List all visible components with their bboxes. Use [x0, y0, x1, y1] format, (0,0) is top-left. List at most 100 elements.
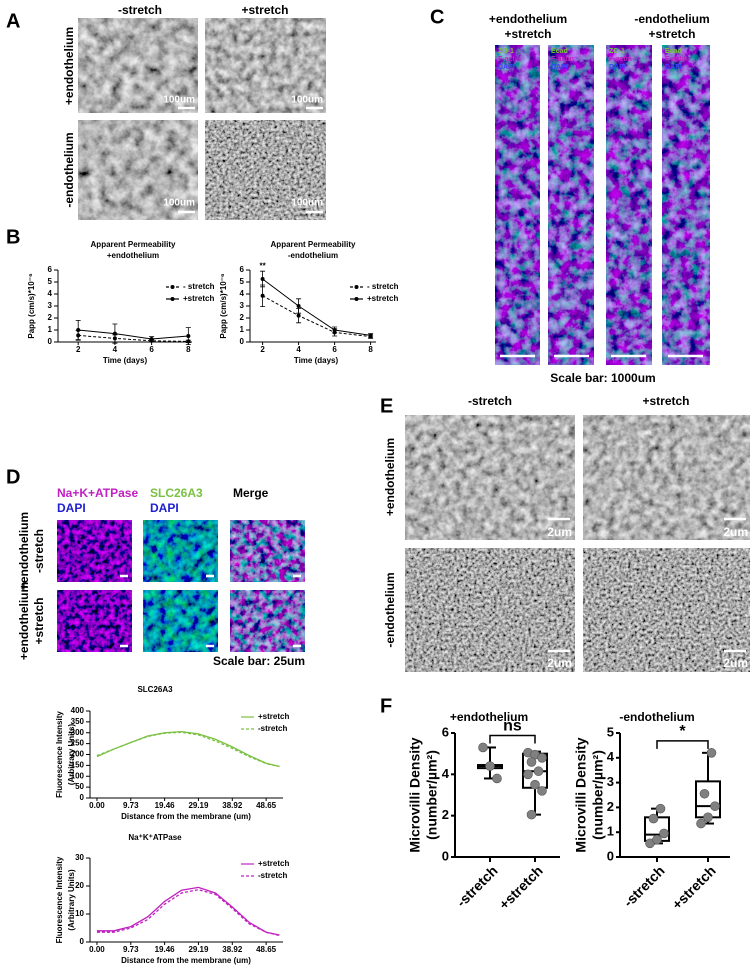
panel-letter: A: [6, 10, 20, 32]
micrograph: [230, 590, 305, 652]
x-tick-label: -stretch: [620, 862, 668, 910]
data-point: [332, 328, 337, 332]
y-tick-label: 6: [48, 265, 53, 274]
data-point: [533, 766, 544, 777]
x-axis-label: Distance from the membrane (um): [121, 956, 251, 965]
micrograph: [143, 520, 218, 582]
panel-a: A -stretch +stretch +endothelium -endoth…: [6, 3, 326, 220]
data-point: [492, 773, 502, 784]
y-tick-label: 0: [80, 793, 85, 802]
data-point: [652, 834, 662, 845]
micrograph: [495, 45, 540, 365]
y-tick-label: 150: [71, 760, 85, 769]
x-tick-label: 6: [332, 345, 337, 354]
data-point: [112, 331, 117, 336]
data-point: [703, 812, 713, 823]
x-tick-label: 4: [113, 345, 118, 354]
column-header: Na+K+ATPase: [57, 486, 138, 500]
data-point: [186, 334, 191, 338]
panel-letter: F: [380, 695, 392, 717]
significance-bracket: [656, 740, 709, 749]
column-header: Merge: [233, 486, 269, 500]
data-point: [537, 752, 547, 763]
x-tick-label: 9.73: [123, 945, 139, 954]
micrograph: [405, 548, 575, 672]
scale-label: 100um: [163, 198, 195, 209]
data-point: [659, 828, 669, 839]
y-tick-label: 3: [240, 301, 245, 310]
y-axis-label: (Arbitrary Units): [67, 723, 76, 785]
y-tick-label: 1: [240, 325, 245, 334]
y-axis-label: Microvilli Density: [407, 737, 423, 852]
x-tick-label: 19.46: [155, 801, 176, 810]
data-point: [655, 803, 666, 814]
micrograph: [606, 45, 652, 365]
y-tick-label: 200: [71, 750, 85, 759]
y-tick-label: 0: [240, 337, 245, 346]
data-point: [648, 813, 659, 824]
data-point: [260, 293, 265, 298]
legend-marker: [170, 297, 175, 301]
channel-label: ZO-1: [609, 48, 625, 55]
panel-letter: D: [6, 466, 20, 488]
x-tick-label: 8: [186, 345, 191, 354]
x-tick-label: -stretch: [453, 862, 501, 910]
panel-d: D Na+K+ATPase DAPI SLC26A3 DAPI Merge +e…: [6, 466, 305, 668]
series-line: [96, 886, 280, 936]
micrograph: [205, 18, 326, 113]
y-axis-label: (number/µm²): [590, 750, 606, 840]
micrograph: [583, 548, 750, 672]
y-tick-label: 2: [607, 799, 614, 814]
chart-title: +endothelium: [450, 710, 528, 724]
chart-title: -endothelium: [288, 251, 338, 260]
y-tick-label: 20: [75, 881, 84, 890]
micrograph: [405, 415, 575, 540]
channel-label: DAPI: [609, 64, 626, 71]
legend-label: +stretch: [258, 859, 289, 868]
x-axis-label: Time (days): [103, 356, 148, 365]
significance: ns: [503, 718, 522, 735]
y-axis-label: Fluorescence Intensity: [55, 711, 64, 798]
y-axis-label: Microvilli Density: [573, 737, 589, 852]
panel-c: C +endothelium +stretch -endothelium +st…: [430, 6, 710, 385]
micrograph: [78, 120, 198, 220]
y-tick-label: 30: [75, 853, 84, 862]
column-header: -stretch: [468, 394, 512, 408]
y-tick-label: 100: [71, 771, 85, 780]
scale-label: 2um: [723, 656, 748, 670]
series-line: [96, 731, 280, 768]
channel-label: DAPI: [551, 64, 568, 71]
y-tick-label: 1: [48, 325, 53, 334]
y-tick-label: 10: [75, 909, 84, 918]
y-axis-label: Fluorescence Intensity: [55, 856, 64, 943]
y-tick-label: 3: [607, 774, 614, 789]
legend-marker: [354, 285, 359, 289]
y-tick-label: 4: [48, 289, 53, 298]
column-header: +stretch: [642, 394, 689, 408]
row-label: -endothelium: [62, 132, 76, 207]
series-line: [96, 731, 280, 768]
x-tick-label: 29.19: [188, 801, 209, 810]
x-axis-label: Time (days): [294, 356, 339, 365]
data-point: [76, 328, 81, 332]
y-tick-label: 4: [442, 766, 450, 781]
panel-letter: C: [430, 6, 444, 28]
channel-label: DAPI: [665, 64, 682, 71]
scale-label: 2um: [547, 525, 572, 539]
data-point: [526, 809, 537, 820]
x-tick-label: 48.65: [256, 801, 277, 810]
scale-label: 100um: [291, 198, 323, 209]
column-header: +stretch: [241, 3, 288, 17]
x-tick-label: 8: [368, 345, 373, 354]
y-tick-label: 5: [607, 724, 614, 739]
micrograph: [230, 520, 305, 582]
micrograph: [57, 590, 132, 652]
x-tick-label: 9.73: [123, 801, 139, 810]
data-point: [260, 277, 265, 281]
data-point: [149, 337, 154, 341]
y-tick-label: 50: [75, 782, 84, 791]
significance: **: [259, 261, 266, 270]
x-tick-label: 6: [149, 345, 154, 354]
